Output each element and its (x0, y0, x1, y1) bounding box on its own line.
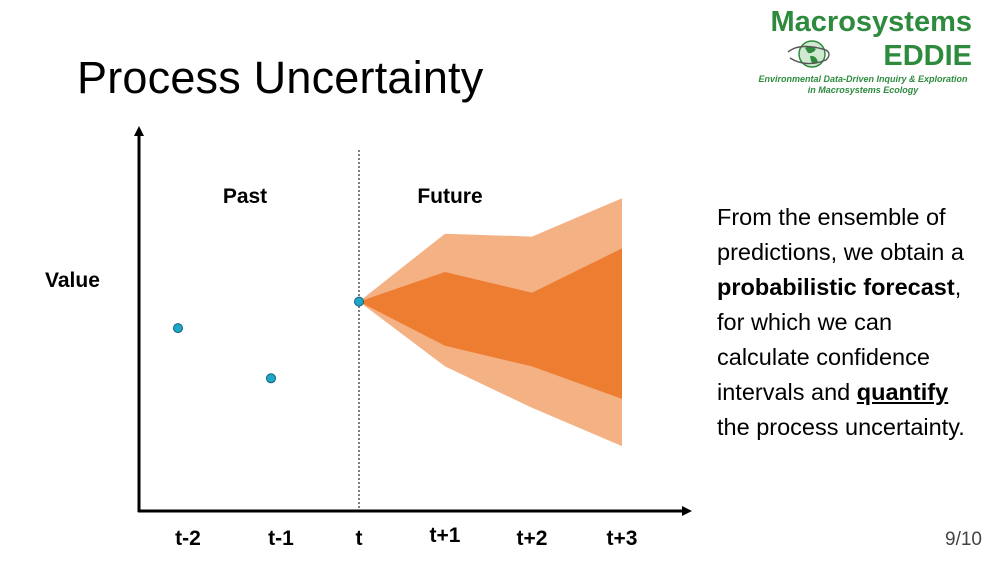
observation-points (173, 296, 364, 384)
globe-icon (787, 40, 830, 68)
logo-title: Macrosystems (770, 6, 973, 38)
slide-title: Process Uncertainty (77, 52, 484, 103)
x-tick-labels: t-2 t-1 t t+1 t+2 t+3 (175, 524, 637, 550)
logo-tagline-1: Environmental Data-Driven Inquiry & Expl… (758, 74, 968, 84)
future-label: Future (417, 185, 482, 208)
observation-point (173, 323, 183, 334)
x-tick-label: t (356, 527, 363, 550)
x-axis-arrow-icon (682, 506, 692, 516)
explanation-part-2: , for which we can calculate confidence … (717, 274, 962, 405)
x-tick-label: t+1 (430, 524, 461, 547)
explanation-part-3: the process uncertainty. (717, 414, 965, 440)
logo-eddie: EDDIE (883, 40, 972, 72)
x-tick-label: t-2 (175, 527, 201, 550)
x-tick-label: t+3 (607, 527, 638, 550)
explanation-text: From the ensemble of predictions, we obt… (717, 200, 987, 445)
macrosystems-eddie-logo: Macrosystems EDDIE Environmental Data-Dr… (752, 4, 982, 99)
page-number: 9/10 (945, 529, 982, 550)
observation-point (354, 296, 364, 307)
explanation-part-1: From the ensemble of predictions, we obt… (717, 204, 964, 265)
y-axis-arrow-icon (134, 126, 144, 136)
x-tick-label: t+2 (517, 527, 548, 550)
forecast-bands (359, 198, 622, 447)
probabilistic-forecast-emphasis: probabilistic forecast (717, 274, 955, 300)
inner-confidence-band (359, 248, 622, 399)
past-label: Past (223, 185, 267, 208)
observation-point (266, 373, 276, 384)
y-axis-label: Value (45, 269, 100, 292)
logo-tagline-2: in Macrosystems Ecology (807, 85, 919, 95)
quantify-emphasis: quantify (856, 379, 949, 405)
x-tick-label: t-1 (268, 527, 294, 550)
